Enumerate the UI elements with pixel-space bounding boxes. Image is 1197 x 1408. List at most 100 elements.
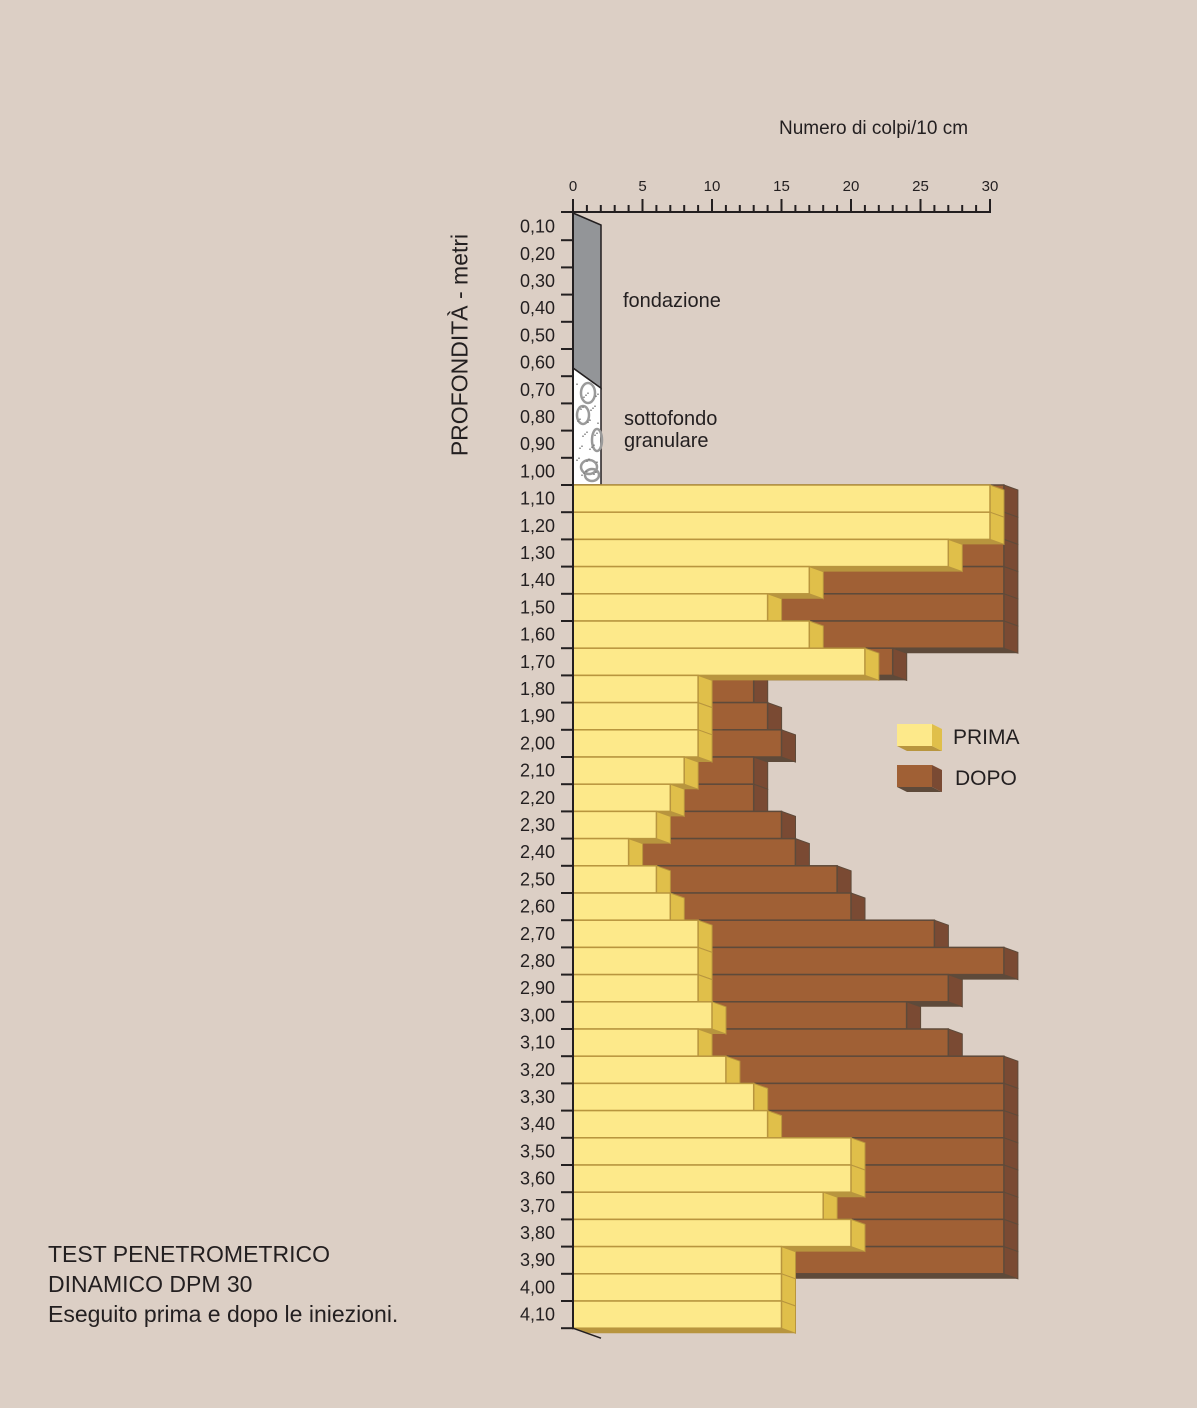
bar-prima-side	[683, 756, 699, 790]
gravel-dot	[596, 461, 598, 464]
bar-prima-side	[711, 1001, 727, 1035]
y-tick-label: 2,40	[520, 842, 555, 862]
y-tick-label: 2,70	[520, 924, 555, 944]
gravel-dot	[578, 457, 580, 460]
gravel-dot	[579, 418, 581, 421]
legend-swatch-dopo-shadow	[897, 787, 942, 792]
axis-foot	[572, 1327, 602, 1339]
bar-dopo-side	[1003, 1245, 1019, 1280]
gravel-dot	[584, 433, 586, 436]
bar-prima-side	[697, 919, 713, 954]
y-tick-label: 2,60	[520, 897, 555, 917]
bar-prima-side	[850, 1164, 866, 1198]
bar-prima	[572, 620, 811, 649]
gravel-dot	[586, 460, 588, 463]
bar-prima	[572, 538, 950, 568]
bar-prima	[572, 593, 769, 622]
y-tick-label: 3,30	[520, 1087, 555, 1107]
gravel-dot	[583, 396, 585, 399]
bar-dopo-side	[1003, 538, 1019, 573]
x-axis-title: Numero di colpi/10 cm	[779, 118, 969, 139]
legend-swatch-prima	[897, 724, 932, 746]
bar-prima	[572, 1245, 783, 1275]
bar-dopo-side	[1003, 565, 1019, 600]
bar-prima	[572, 756, 685, 785]
gravel-dot	[583, 472, 585, 475]
bar-prima	[572, 946, 699, 976]
gravel-dot	[581, 445, 583, 448]
x-tick-label: 25	[912, 178, 929, 195]
gravel-stone	[579, 381, 597, 405]
legend-swatch-prima-side	[932, 724, 942, 751]
y-tick-label: 3,60	[520, 1169, 555, 1189]
bar-prima	[572, 1001, 713, 1030]
legend-swatch-dopo-side	[932, 765, 942, 792]
y-tick-label: 1,20	[520, 516, 555, 536]
bar-prima	[572, 1028, 699, 1057]
gravel-dot	[582, 406, 584, 409]
bar-dopo-side	[1003, 1109, 1019, 1144]
gravel-dot	[580, 408, 582, 411]
bar-prima	[572, 674, 699, 704]
bar-prima-side	[864, 647, 880, 682]
y-tick-label: 1,40	[520, 570, 555, 590]
y-tick-label: 1,00	[520, 461, 555, 481]
bar-dopo-side	[1003, 1164, 1019, 1198]
gravel-dot	[589, 419, 591, 422]
gravel-stone	[575, 404, 591, 426]
caption-line-1: TEST PENETROMETRICO	[48, 1241, 330, 1267]
bar-prima	[572, 783, 672, 813]
y-tick-label: 1,60	[520, 625, 555, 645]
y-tick-label: 0,20	[520, 244, 555, 264]
gravel-dot	[589, 448, 591, 451]
gravel-dot	[592, 407, 594, 410]
gravel-dot	[579, 447, 581, 450]
x-tick-label: 30	[982, 178, 999, 195]
bar-prima	[572, 837, 630, 867]
bar-prima	[572, 1218, 852, 1248]
bar-prima-side	[808, 565, 824, 600]
bar-prima-side	[781, 1245, 796, 1280]
legend-swatch-prima-shadow	[897, 746, 942, 751]
y-tick-label: 0,60	[520, 353, 555, 373]
bar-prima-side	[697, 729, 713, 763]
bar-prima	[572, 919, 699, 949]
y-tick-label: 1,90	[520, 706, 555, 726]
bar-prima	[572, 511, 991, 541]
y-tick-label: 1,30	[520, 543, 555, 563]
y-tick-label: 1,50	[520, 597, 555, 617]
gravel-dot	[591, 446, 593, 449]
y-tick-label: 3,20	[520, 1060, 555, 1080]
gravel-dot	[587, 421, 589, 424]
gravel-dot	[585, 470, 587, 473]
y-tick-label: 3,90	[520, 1250, 555, 1270]
x-tick-label: 5	[638, 178, 646, 195]
gravel-dot	[597, 422, 599, 425]
gravel-dot	[594, 434, 596, 437]
x-tick-label: 0	[569, 178, 577, 195]
caption-line-3: Eseguito prima e dopo le iniezioni.	[48, 1301, 399, 1327]
y-tick-label: 2,90	[520, 978, 555, 998]
bar-dopo-side	[781, 729, 796, 763]
bar-prima-side	[669, 783, 685, 818]
gravel-dot	[595, 471, 597, 474]
y-tick-label: 2,10	[520, 761, 555, 781]
y-tick-label: 2,80	[520, 951, 555, 971]
y-tick-label: 1,80	[520, 679, 555, 699]
bar-prima-shadow	[573, 1328, 796, 1334]
bar-prima	[572, 565, 811, 595]
bar-dopo-side	[1003, 1055, 1019, 1090]
bar-prima	[572, 1191, 824, 1221]
gravel-dot	[576, 383, 578, 386]
y-tick-label: 1,10	[520, 489, 555, 509]
bar-prima-side	[655, 810, 671, 845]
gravel-dot	[597, 393, 599, 396]
bar-prima	[572, 647, 866, 677]
gravel-dot	[588, 458, 590, 461]
gravel-dot	[590, 409, 592, 412]
gravel-dot	[581, 474, 583, 477]
y-tick-label: 4,10	[520, 1305, 555, 1325]
bar-prima	[572, 1137, 852, 1166]
gravel-dot	[593, 444, 595, 447]
x-tick-label: 15	[773, 178, 790, 195]
